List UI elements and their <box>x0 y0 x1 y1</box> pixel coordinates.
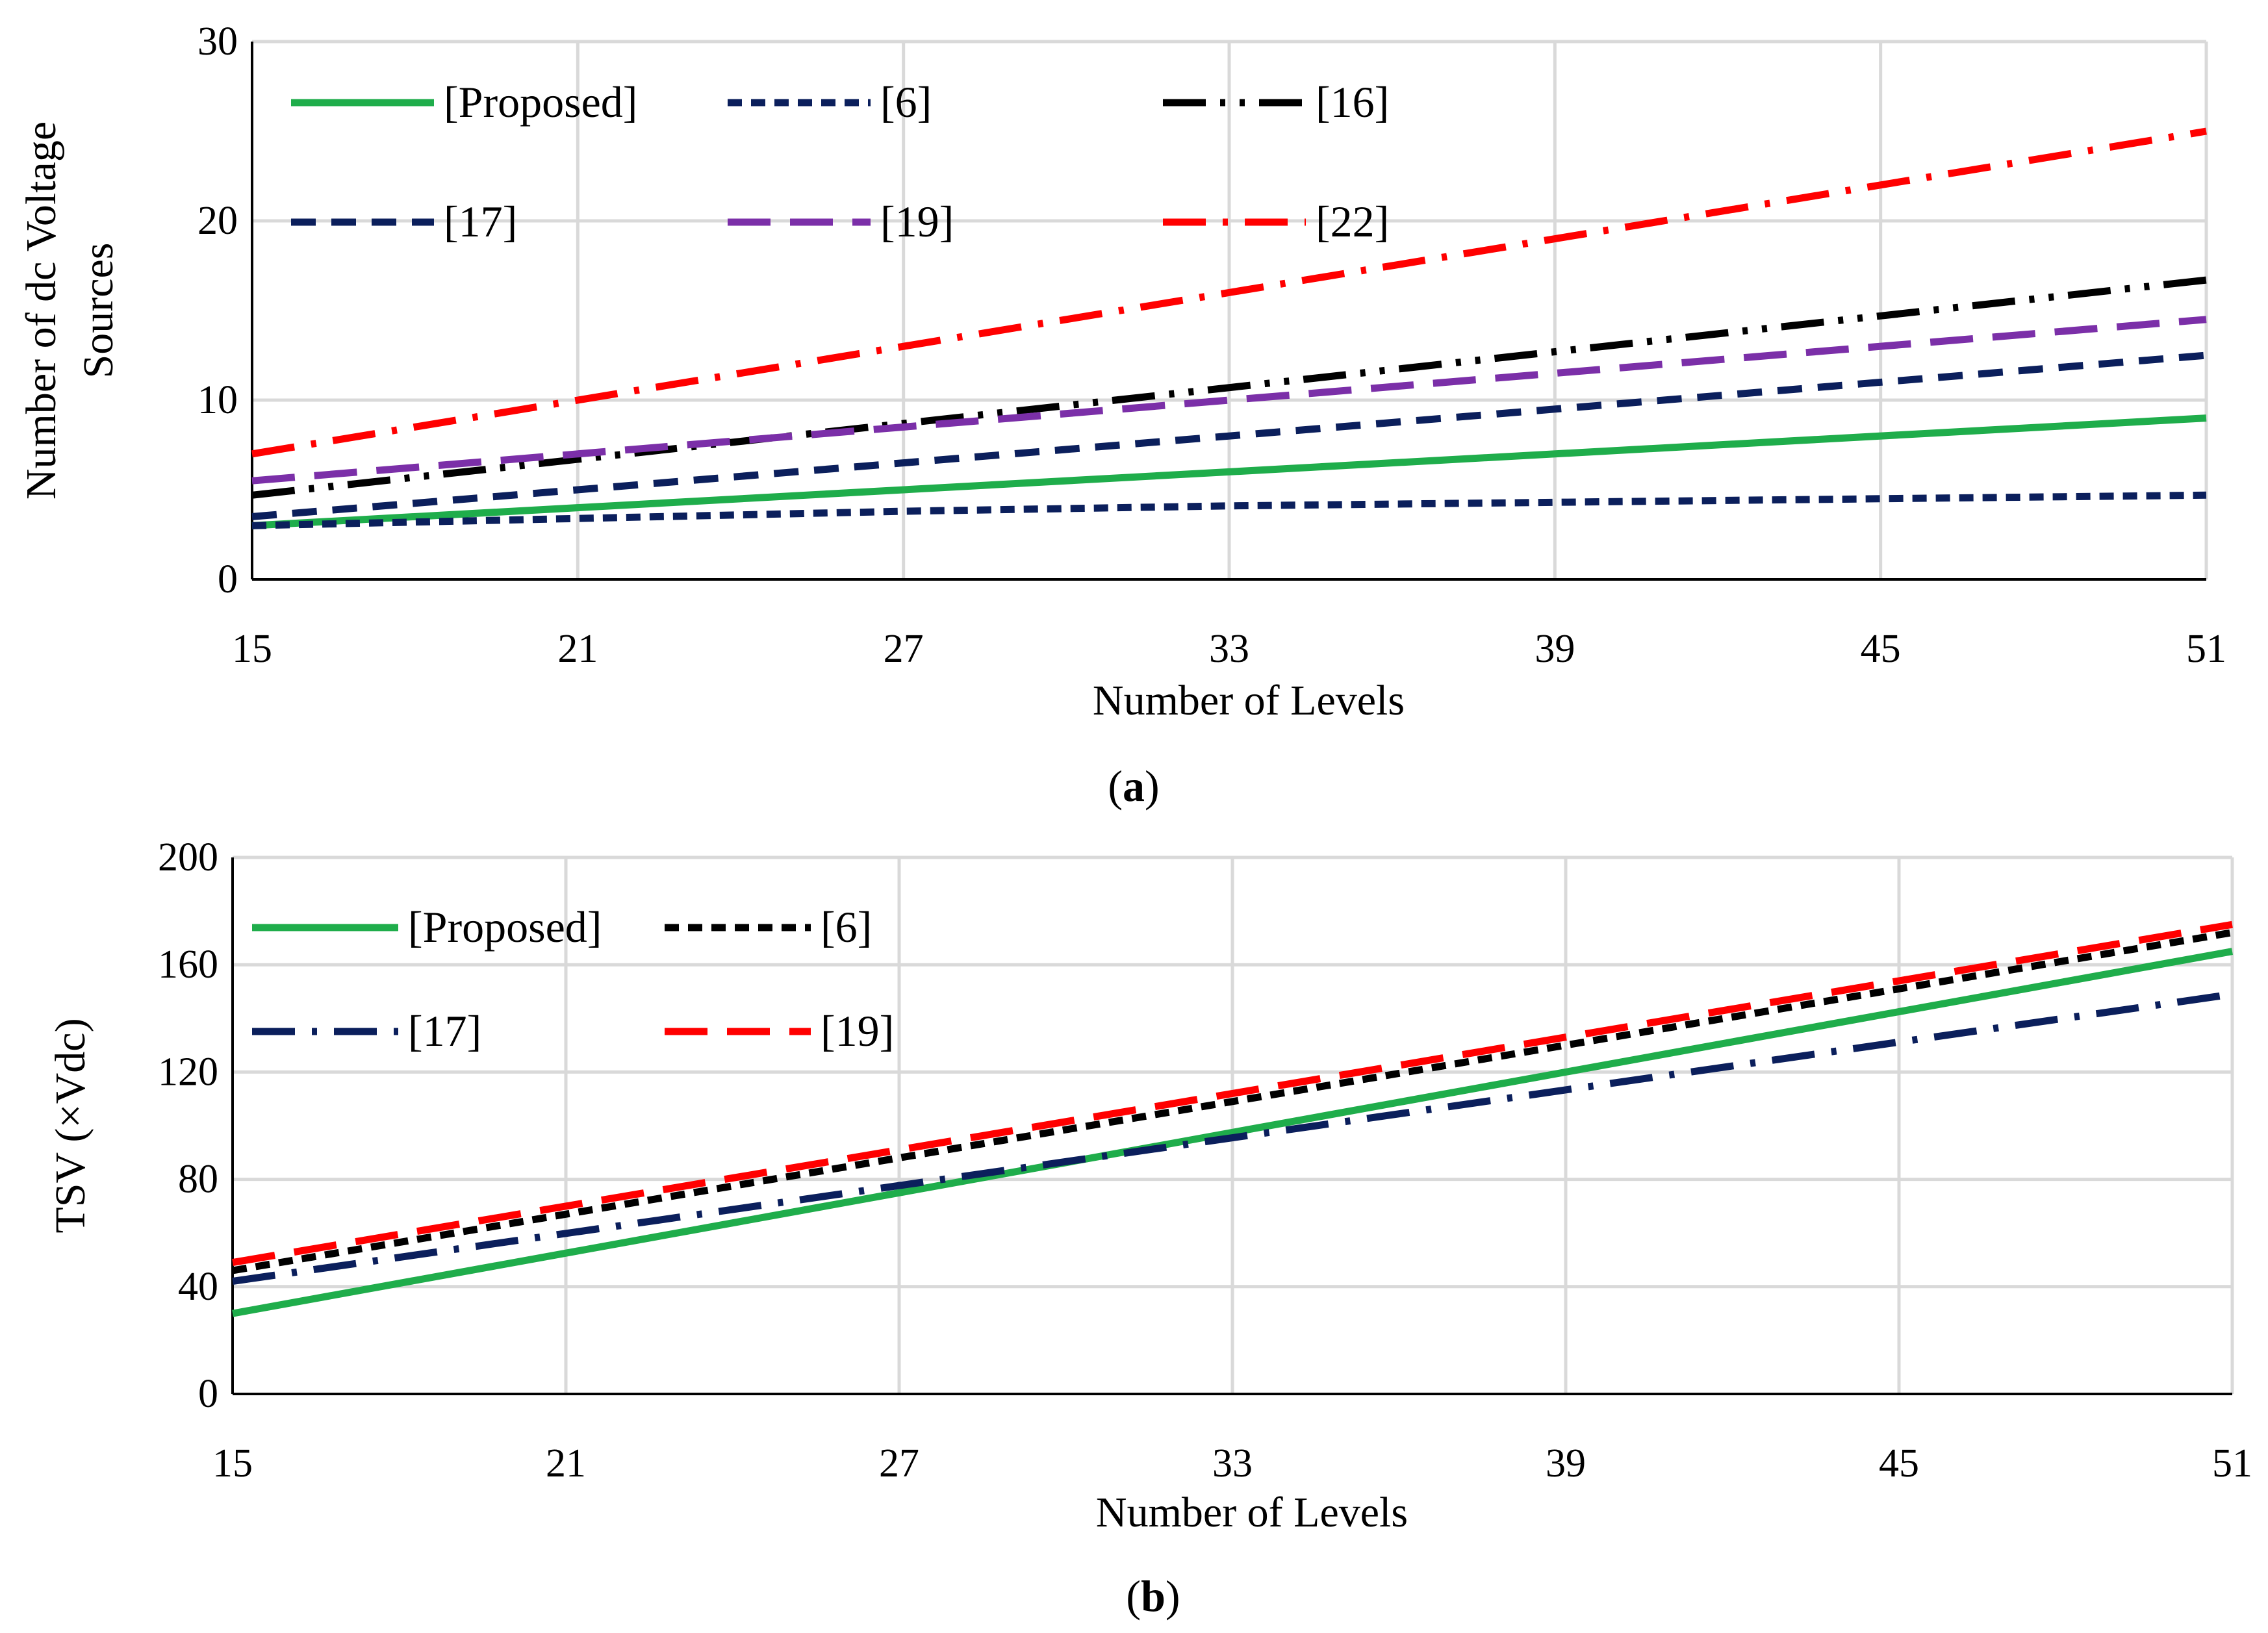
chart-a-ytick-label: 0 <box>218 557 238 601</box>
caption-a: (a) <box>1108 761 1159 811</box>
chart-a-legend-label-1: [6] <box>880 77 932 127</box>
chart-a-xtick-label: 15 <box>232 627 272 671</box>
chart-a-series-line-4 <box>251 316 2207 485</box>
chart-b-legend-label-2: [17] <box>408 1006 481 1056</box>
chart-a-x-axis-title: Number of Levels <box>1093 677 1405 724</box>
chart-b-xtick-label: 21 <box>546 1441 586 1486</box>
chart-b-x-axis-title: Number of Levels <box>1096 1489 1408 1536</box>
chart-b-ytick-label: 40 <box>178 1265 218 1309</box>
chart-a-ytick-label: 30 <box>197 19 238 64</box>
caption-b-letter: b <box>1141 1571 1166 1621</box>
chart-b-ytick-label: 0 <box>198 1372 218 1416</box>
chart-a-ytick-label: 20 <box>197 199 238 243</box>
chart-a-xtick-label: 27 <box>884 627 924 671</box>
chart-a-xtick-label: 21 <box>557 627 598 671</box>
chart-b-xtick-label: 33 <box>1212 1441 1253 1486</box>
chart-b-series-line-0 <box>232 948 2233 1317</box>
chart-a-legend-label-4: [19] <box>880 197 954 246</box>
chart-b-xtick-label: 39 <box>1546 1441 1586 1486</box>
chart-b-ytick-label: 160 <box>158 943 218 987</box>
chart-b-y-axis-title-line: TSV (×Vdc) <box>47 1018 94 1233</box>
chart-b-ytick-label: 120 <box>158 1050 218 1094</box>
chart-a-series-line-3 <box>251 351 2207 520</box>
chart-b-xtick-label: 45 <box>1879 1441 1919 1486</box>
chart-a-series-line-2 <box>251 276 2207 499</box>
chart-a-legend-label-3: [17] <box>444 197 517 246</box>
chart-a-y-axis-title: Number of dc Voltage Sources <box>18 121 122 500</box>
chart-b-legend-label-3: [19] <box>821 1006 894 1056</box>
chart-a-xtick-label: 39 <box>1535 627 1575 671</box>
chart-a-xtick-label: 33 <box>1209 627 1249 671</box>
chart-a-series-line-5 <box>251 127 2207 458</box>
chart-a-ytick-label: 10 <box>197 378 238 422</box>
chart-b-ytick-label: 80 <box>178 1158 218 1202</box>
chart-b-xtick-label: 15 <box>212 1441 253 1486</box>
chart-b-legend-label-0: [Proposed] <box>408 902 602 952</box>
caption-a-letter: a <box>1123 761 1145 811</box>
chart-a: 0 10 20 30 15 21 27 33 39 45 51 Number of Levels Num… <box>18 19 2226 724</box>
chart-b-series-line-1 <box>232 929 2233 1274</box>
chart-b-xtick-label: 27 <box>879 1441 919 1486</box>
chart-b-ytick-label: 200 <box>158 835 218 880</box>
chart-b-xtick-label: 51 <box>2212 1441 2252 1486</box>
chart-b-series-line-3 <box>232 920 2233 1267</box>
chart-a-y-axis-title-line: Sources <box>75 243 122 379</box>
chart-a-legend-label-5: [22] <box>1316 197 1389 246</box>
chart-b-y-axis-title: TSV (×Vdc) <box>47 1018 94 1233</box>
chart-a-xtick-label: 51 <box>2186 627 2226 671</box>
chart-b-series-line-2 <box>232 991 2233 1285</box>
chart-b-legend-label-1: [6] <box>821 902 872 952</box>
chart-b: 0 40 80 120 160 200 15 21 27 33 39 45 51 Number of Le… <box>47 835 2252 1536</box>
chart-a-series-line-0 <box>251 414 2207 529</box>
chart-a-xtick-label: 45 <box>1861 627 1901 671</box>
chart-a-legend-label-2: [16] <box>1316 77 1389 127</box>
chart-a-y-axis-title-line: Number of dc Voltage <box>18 121 65 500</box>
chart-a-legend-label-0: [Proposed] <box>444 77 637 127</box>
caption-b: (b) <box>1126 1571 1180 1621</box>
